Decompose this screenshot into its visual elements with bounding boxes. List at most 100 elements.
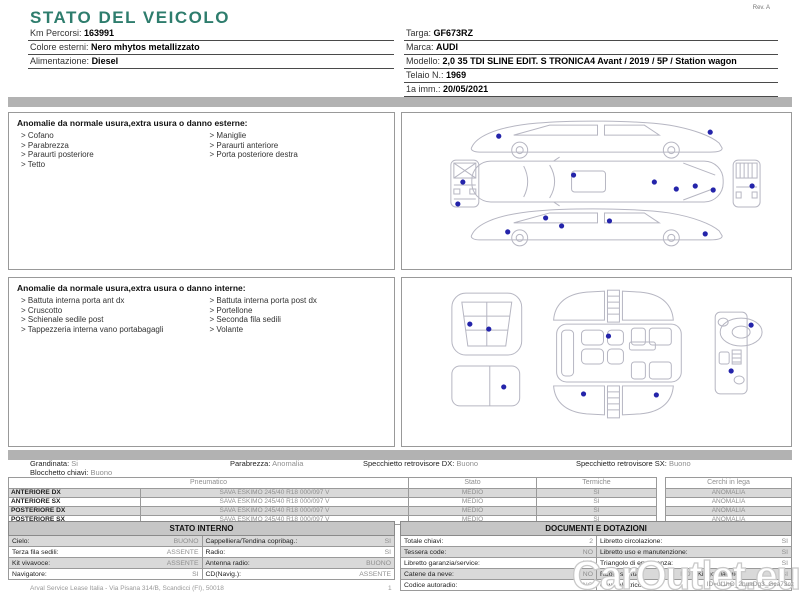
document-id: ID=uf1hO_2huaDg3_Gca73cz [706, 581, 794, 588]
info-row-marca: Marca: AUDI [404, 41, 778, 55]
footer-company: Arval Service Lease Italia - Via Pisana … [30, 585, 224, 592]
damage-dot [580, 391, 587, 397]
front-view [450, 159, 480, 208]
divider-band-bottom [8, 450, 792, 460]
anomaly-item: Battuta interna porta post dx [210, 296, 370, 306]
tire-termiche: SI [536, 497, 657, 507]
kv-label: Catene da neve: [404, 570, 454, 578]
kv-value: NO [582, 581, 593, 589]
cerchi-header-row: Cerchi in lega [665, 477, 792, 489]
interior-anomaly-col2: Battuta interna porta post dxPortelloneS… [202, 296, 391, 334]
cerchi-row: ANOMALIA [665, 506, 792, 516]
kv-label: Terza fila sedili: [12, 548, 59, 556]
tire-stato: MEDIO [408, 488, 537, 498]
stato-interno-row: Navigatore: SI CD(Navig.): ASSENTE [8, 569, 395, 580]
exterior-anomalies-heading: Anomalie da normale usura,extra usura o … [17, 118, 248, 128]
documenti-title: DOCUMENTI E DOTAZIONI [400, 521, 792, 536]
exterior-anomaly-col2: ManiglieParaurti anteriorePorta posterio… [202, 131, 391, 169]
vehicle-info-left: Km Percorsi: 163991 Colore esterni: Nero… [28, 27, 394, 69]
info-value: 20/05/2021 [443, 84, 489, 94]
vehicle-info-right: Targa: GF673RZ Marca: AUDI Modello: 2,0 … [404, 27, 778, 97]
seatbacks-view [451, 292, 523, 356]
kv-label: Libretto circolazione: [600, 537, 663, 545]
info-row-alimentazione: Alimentazione: Diesel [28, 55, 394, 69]
info-label: Telaio N.: [406, 70, 444, 80]
summary-label: Blocchetto chiavi: [30, 468, 89, 477]
damage-dot [455, 201, 461, 207]
damage-dot [728, 368, 734, 374]
top-view [471, 156, 724, 207]
anomaly-item: Cofano [21, 131, 181, 141]
damage-dot [749, 183, 755, 189]
info-value: 1969 [446, 70, 467, 80]
documenti-row: Totale chiavi: 2 Libretto circolazione: SI [400, 536, 792, 547]
kv-value: SI [384, 548, 391, 556]
kv-value: SI [384, 537, 391, 545]
cerchi-value: ANOMALIA [665, 497, 792, 507]
info-value: AUDI [436, 42, 459, 52]
damage-dot [653, 392, 659, 398]
summary-parabrezza: Parabrezza: Anomalia [230, 459, 303, 468]
anomaly-item: Portellone [210, 306, 370, 316]
kv-value: SI [781, 570, 788, 578]
kv-label: Tessera code: [404, 548, 447, 556]
stato-interno-title: STATO INTERNO [8, 521, 395, 536]
rear-view [732, 159, 761, 208]
info-value: 2,0 35 TDI SLINE EDIT. S TRONICA4 Avant … [442, 56, 737, 66]
side-view-top [470, 120, 723, 159]
info-label: Modello: [406, 56, 441, 66]
summary-value: Si [71, 459, 78, 468]
kv-label: Ruota scorta: [600, 570, 641, 578]
anomaly-item: Parabrezza [21, 141, 181, 151]
damage-dot [496, 133, 502, 139]
stato-interno-row: Terza fila sedili: ASSENTE Radio: SI [8, 547, 395, 558]
tire-stato: MEDIO [408, 497, 537, 507]
damage-dot [702, 231, 708, 237]
kv-label: Radio: [205, 548, 226, 556]
summary-label: Grandinata: [30, 459, 70, 468]
watermark: CarOutlet.eu [571, 553, 800, 598]
kv-value: 2 [589, 537, 593, 545]
documenti-row: Catene da neve: NO Ruota scorta: NO Kit go… [400, 569, 792, 580]
kv-value: ASSENTE [359, 570, 391, 578]
divider-band-top [8, 97, 792, 107]
exterior-diagram-panel [401, 112, 792, 270]
tires-table: Pneumatico Stato Termiche ANTERIORE DX SA… [8, 477, 657, 525]
tire-position: ANTERIORE DX [8, 488, 141, 498]
summary-value: Buono [456, 459, 479, 468]
tires-header-row: Pneumatico Stato Termiche [8, 477, 657, 489]
stato-interno-table: STATO INTERNO Cielo: BUONO Cappelliera/Te… [8, 521, 395, 580]
tire-termiche: SI [536, 488, 657, 498]
kv-value: SI [781, 559, 788, 567]
damage-dot [501, 384, 507, 390]
tire-termiche: SI [536, 506, 657, 516]
anomaly-item: Paraurti posteriore [21, 150, 181, 160]
documenti-row: Tessera code: NO Libretto uso e manutenzi… [400, 547, 792, 558]
summary-blocchetto: Blocchetto chiavi: Buono [30, 468, 112, 477]
info-label: Targa: [406, 28, 432, 38]
kv-label: Cappelliera/Tendina copribag.: [205, 537, 298, 545]
documenti-row: Codice autoradio: NO Cavo elettrico: [400, 580, 792, 591]
damage-dot [710, 187, 716, 193]
exterior-damage-dots [455, 129, 755, 237]
kv-value: ASSENTE [166, 548, 199, 556]
kv-label: Kit gonfiaggio: [697, 570, 741, 578]
damage-dot [673, 186, 679, 192]
info-label: 1a imm.: [406, 84, 441, 94]
anomaly-item: Maniglie [210, 131, 370, 141]
tire-model: SAVA ESKIMO 245/40 R18 000/097 V [140, 506, 409, 516]
stato-interno-row: Kit vivavoce: ASSENTE Antenna radio: BUONO [8, 558, 395, 569]
kv-label: CD(Navig.): [205, 570, 242, 578]
info-label: Marca: [406, 42, 434, 52]
kv-value: SI [781, 548, 788, 556]
cerchi-row: ANOMALIA [665, 497, 792, 507]
summary-value: Buono [90, 468, 113, 477]
tire-model: SAVA ESKIMO 245/40 R18 000/097 V [140, 497, 409, 507]
summary-grandinata: Grandinata: Si [30, 459, 78, 468]
dashboard-view [714, 311, 763, 395]
info-label: Colore esterni: [30, 42, 89, 52]
kv-value: ASSENTE [166, 559, 199, 567]
summary-specchietto-dx: Specchietto retrovisore DX: Buono [363, 459, 478, 468]
tires-header-stato: Stato [408, 477, 537, 489]
tire-row: ANTERIORE SX SAVA ESKIMO 245/40 R18 000/0… [8, 497, 657, 507]
